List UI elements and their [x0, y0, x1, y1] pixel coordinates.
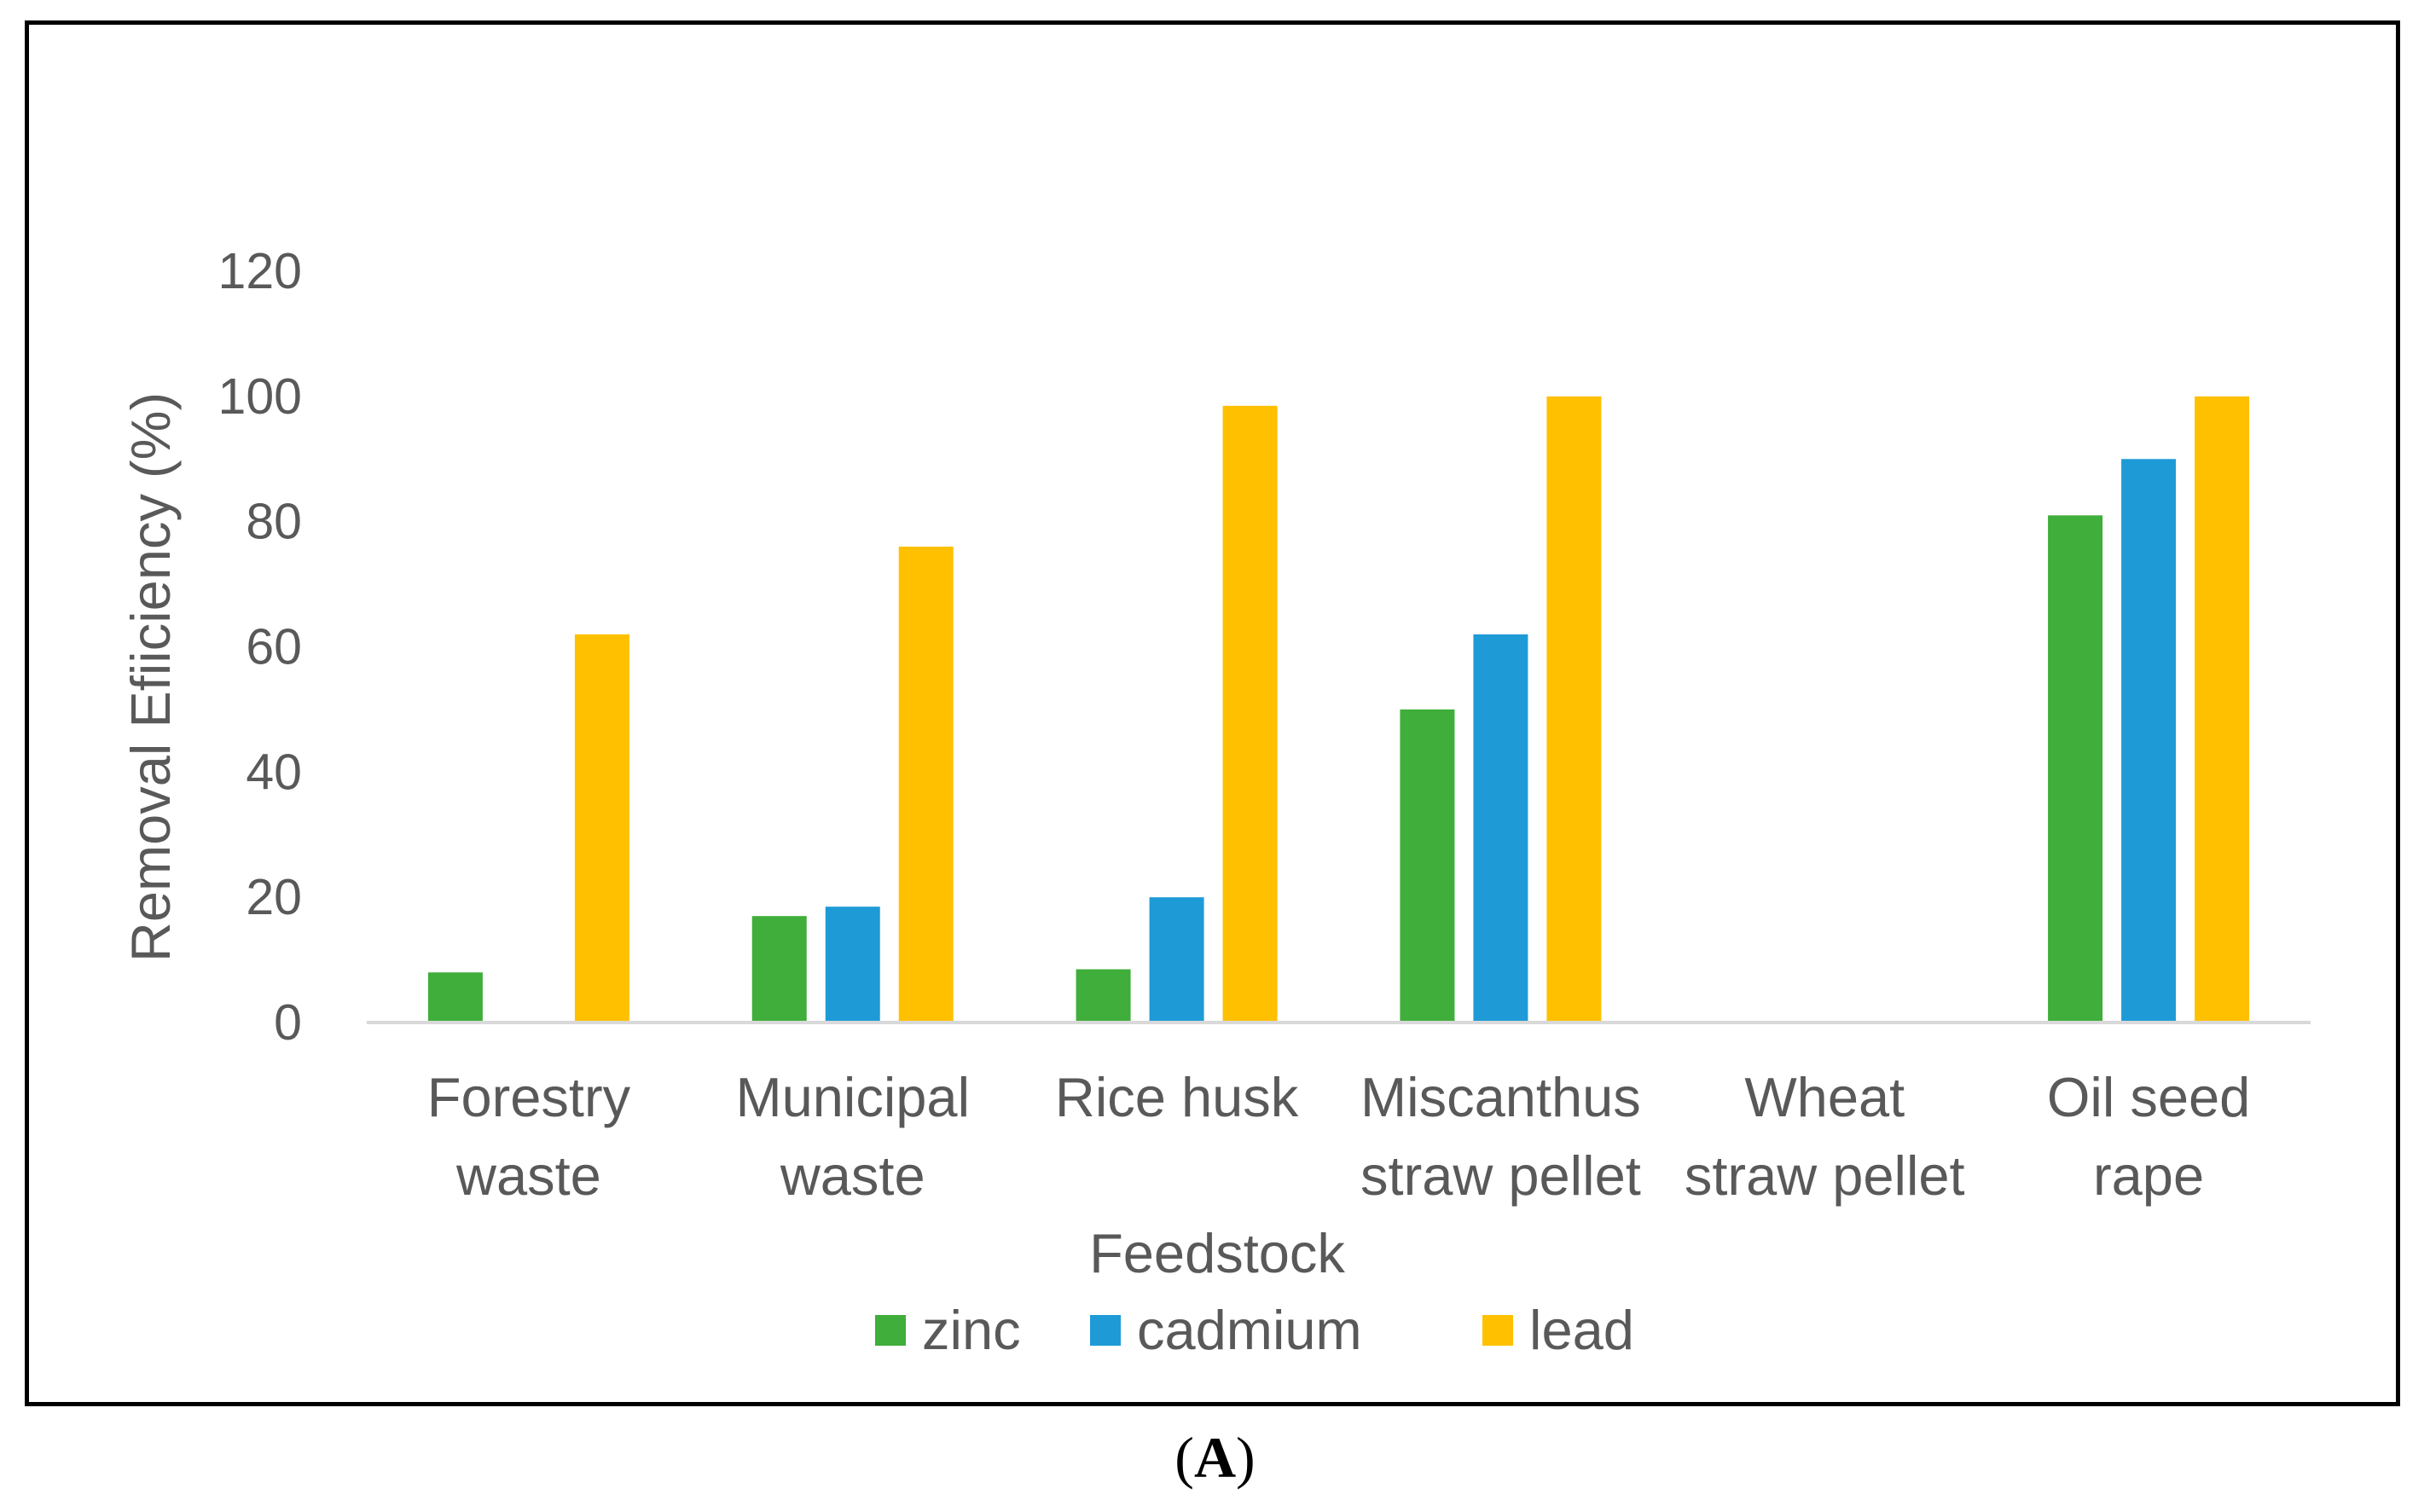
legend-swatch-zinc — [875, 1315, 906, 1346]
bar-lead — [1222, 405, 1278, 1022]
x-category-line: Miscanthus — [1360, 1066, 1641, 1128]
x-axis-title: Feedstock — [1089, 1222, 1345, 1284]
legend-label-lead: lead — [1529, 1299, 1634, 1361]
bar-lead — [2195, 396, 2250, 1022]
x-category-label: Forestry waste — [427, 1066, 631, 1207]
bar-zinc — [427, 972, 483, 1022]
bar-lead — [1546, 396, 1602, 1022]
bar-lead — [898, 547, 954, 1022]
bars — [427, 396, 2250, 1022]
bar-zinc — [1400, 709, 1455, 1022]
x-category-label: Oil seed rape — [2047, 1066, 2250, 1207]
x-category-label: Wheat straw pellet — [1685, 1066, 1965, 1207]
x-category-line: Municipal — [735, 1066, 970, 1128]
bar-chart: 0 20 40 60 80 100 120 Forestry waste Municipal wa… — [119, 243, 2311, 1361]
panel-label-letter: A — [1193, 1425, 1237, 1490]
legend-label-zinc: zinc — [922, 1299, 1021, 1361]
x-category-line: rape — [2093, 1144, 2204, 1207]
y-tick-label: 120 — [218, 243, 302, 299]
y-tick-label: 100 — [218, 368, 302, 425]
bar-zinc — [1076, 969, 1131, 1022]
legend-swatch-cadmium — [1090, 1315, 1121, 1346]
panel-label-close: ) — [1236, 1425, 1256, 1490]
bar-cadmium — [2121, 459, 2177, 1022]
legend-swatch-lead — [1482, 1315, 1513, 1346]
x-category-label: Miscanthus straw pellet — [1360, 1066, 1641, 1207]
x-category-label: Rice husk — [1055, 1066, 1299, 1128]
chart-frame: 0 20 40 60 80 100 120 Forestry waste Municipal wa… — [25, 20, 2400, 1406]
y-axis-title: Removal Efiiciency (%) — [119, 392, 182, 962]
y-tick-label: 80 — [246, 494, 302, 550]
x-axis-categories: Forestry waste Municipal waste Rice husk Misc… — [427, 1066, 2251, 1207]
x-category-line: Oil seed — [2047, 1066, 2250, 1128]
legend: zinc cadmium lead — [875, 1299, 1634, 1361]
x-category-line: Forestry — [427, 1066, 631, 1128]
x-category-line: straw pellet — [1360, 1144, 1641, 1207]
legend-label-cadmium: cadmium — [1137, 1299, 1362, 1361]
panel-label: (A) — [0, 1424, 2430, 1492]
y-tick-label: 20 — [246, 869, 302, 925]
x-category-line: waste — [780, 1144, 925, 1207]
y-tick-label: 40 — [246, 744, 302, 800]
x-category-line: straw pellet — [1685, 1144, 1965, 1207]
x-category-line: waste — [455, 1144, 601, 1207]
bar-cadmium — [1149, 897, 1204, 1022]
panel-label-open: ( — [1174, 1425, 1194, 1490]
x-category-line: Wheat — [1744, 1066, 1905, 1128]
y-tick-label: 60 — [246, 619, 302, 675]
bar-zinc — [751, 916, 807, 1022]
y-tick-label: 0 — [274, 994, 302, 1051]
x-category-line: Rice husk — [1055, 1066, 1299, 1128]
bar-zinc — [2048, 515, 2103, 1022]
y-axis-ticks: 0 20 40 60 80 100 120 — [218, 243, 302, 1051]
x-category-label: Municipal waste — [735, 1066, 970, 1207]
bar-cadmium — [1473, 634, 1528, 1022]
bar-lead — [574, 634, 629, 1022]
bar-cadmium — [825, 907, 880, 1022]
